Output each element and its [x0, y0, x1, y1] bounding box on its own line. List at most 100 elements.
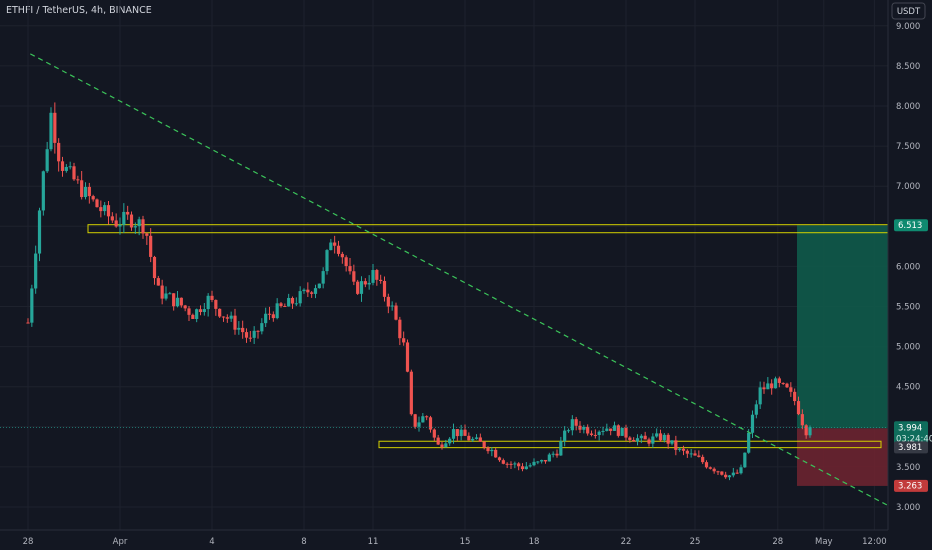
entry-price-tag: 3.981 — [898, 443, 922, 453]
candle-down — [156, 278, 160, 286]
candle-up — [260, 323, 264, 332]
candle-up — [45, 149, 49, 172]
candle-down — [589, 433, 594, 435]
candle-down — [210, 295, 214, 300]
time-axis: 28 Apr 4 8 11 15 18 22 25 28 May 12:00 — [23, 537, 887, 547]
candle-down — [172, 293, 176, 307]
candle-up — [758, 387, 762, 405]
candle-down — [214, 299, 218, 309]
candle-down — [697, 455, 701, 457]
candle-up — [474, 437, 479, 439]
candle-down — [53, 112, 57, 143]
candle-up — [678, 448, 682, 450]
price-tick-label: 5.000 — [896, 343, 920, 353]
candle-down — [520, 466, 525, 470]
candle-up — [49, 112, 53, 150]
candle-up — [743, 452, 747, 468]
current-price-tag-bg — [894, 421, 928, 446]
grid — [0, 0, 888, 530]
price-tick-label: 7.000 — [896, 182, 920, 192]
candle-down — [440, 444, 444, 448]
candle-up — [582, 426, 586, 430]
candle-down — [716, 471, 720, 473]
candle-up — [597, 431, 601, 436]
candle-up — [294, 303, 298, 305]
candle-up — [605, 428, 609, 431]
candle-down — [310, 292, 314, 294]
candle-up — [551, 453, 555, 455]
candle-down — [793, 391, 797, 402]
candle-up — [766, 383, 770, 390]
candle-up — [651, 436, 655, 444]
candle-up — [133, 226, 137, 228]
candle-down — [578, 425, 582, 430]
candle-down — [149, 235, 153, 257]
candle-down — [290, 297, 295, 304]
candle-up — [34, 253, 38, 289]
candle-up — [451, 429, 456, 439]
candle-down — [60, 161, 65, 171]
candle-down — [666, 434, 670, 444]
candle-down — [800, 414, 804, 426]
chart-title: ETHFI / TetherUS, 4h, BINANCE — [6, 5, 152, 16]
price-tick-label: 5.500 — [896, 303, 920, 313]
candle-down — [348, 266, 352, 272]
candle-up — [513, 463, 517, 465]
currency-button[interactable]: USDT — [891, 2, 926, 20]
candle-down — [72, 166, 76, 180]
candle-up — [448, 438, 452, 444]
candle-down — [409, 371, 413, 415]
candle-down — [152, 256, 157, 279]
candle-down — [724, 474, 728, 478]
candle-down — [785, 383, 789, 388]
candle-down — [685, 450, 689, 454]
candle-up — [298, 291, 302, 304]
entry-price-tag-bg — [894, 441, 928, 454]
candle-up — [168, 293, 172, 295]
candle-up — [68, 166, 72, 168]
candle-up — [612, 425, 617, 431]
candle-down — [674, 440, 678, 450]
candle-up — [41, 171, 45, 211]
candle-down — [628, 437, 632, 440]
candle-up — [321, 271, 325, 284]
candle-down — [363, 281, 367, 285]
candle-down — [198, 309, 203, 313]
candle-up — [195, 309, 199, 319]
time-tick-label: 11 — [368, 537, 379, 547]
time-tick-label: 25 — [690, 537, 701, 547]
time-tick-label: 12:00 — [862, 537, 887, 547]
candle-down — [647, 439, 651, 444]
candle-up — [175, 297, 180, 307]
candle-down — [57, 142, 61, 162]
candle-up — [566, 430, 571, 432]
candles — [26, 102, 812, 481]
candle-down — [413, 414, 417, 427]
candle-up — [137, 219, 141, 227]
candle-up — [118, 224, 122, 227]
candle-down — [436, 437, 440, 445]
candle-up — [639, 435, 643, 439]
candle-down — [467, 435, 471, 441]
candle-down — [796, 401, 801, 415]
candle-up — [570, 419, 574, 431]
candle-up — [750, 414, 755, 433]
candle-down — [781, 382, 785, 384]
candle-down — [501, 460, 505, 464]
candle-up — [540, 459, 544, 462]
price-tick-label: 8.000 — [896, 102, 920, 112]
candle-down — [129, 214, 134, 228]
candle-down — [517, 463, 521, 467]
candle-down — [114, 220, 118, 227]
time-tick-label: 28 — [772, 537, 783, 547]
target-area — [797, 225, 888, 429]
time-tick-label: 15 — [460, 537, 471, 547]
candle-up — [739, 467, 743, 474]
time-tick-label: 18 — [529, 537, 540, 547]
candle-down — [402, 338, 406, 343]
candle-down — [762, 387, 766, 390]
current-price-tag: 3.994 — [898, 423, 922, 433]
candle-down — [712, 468, 716, 472]
candle-up — [390, 305, 394, 307]
